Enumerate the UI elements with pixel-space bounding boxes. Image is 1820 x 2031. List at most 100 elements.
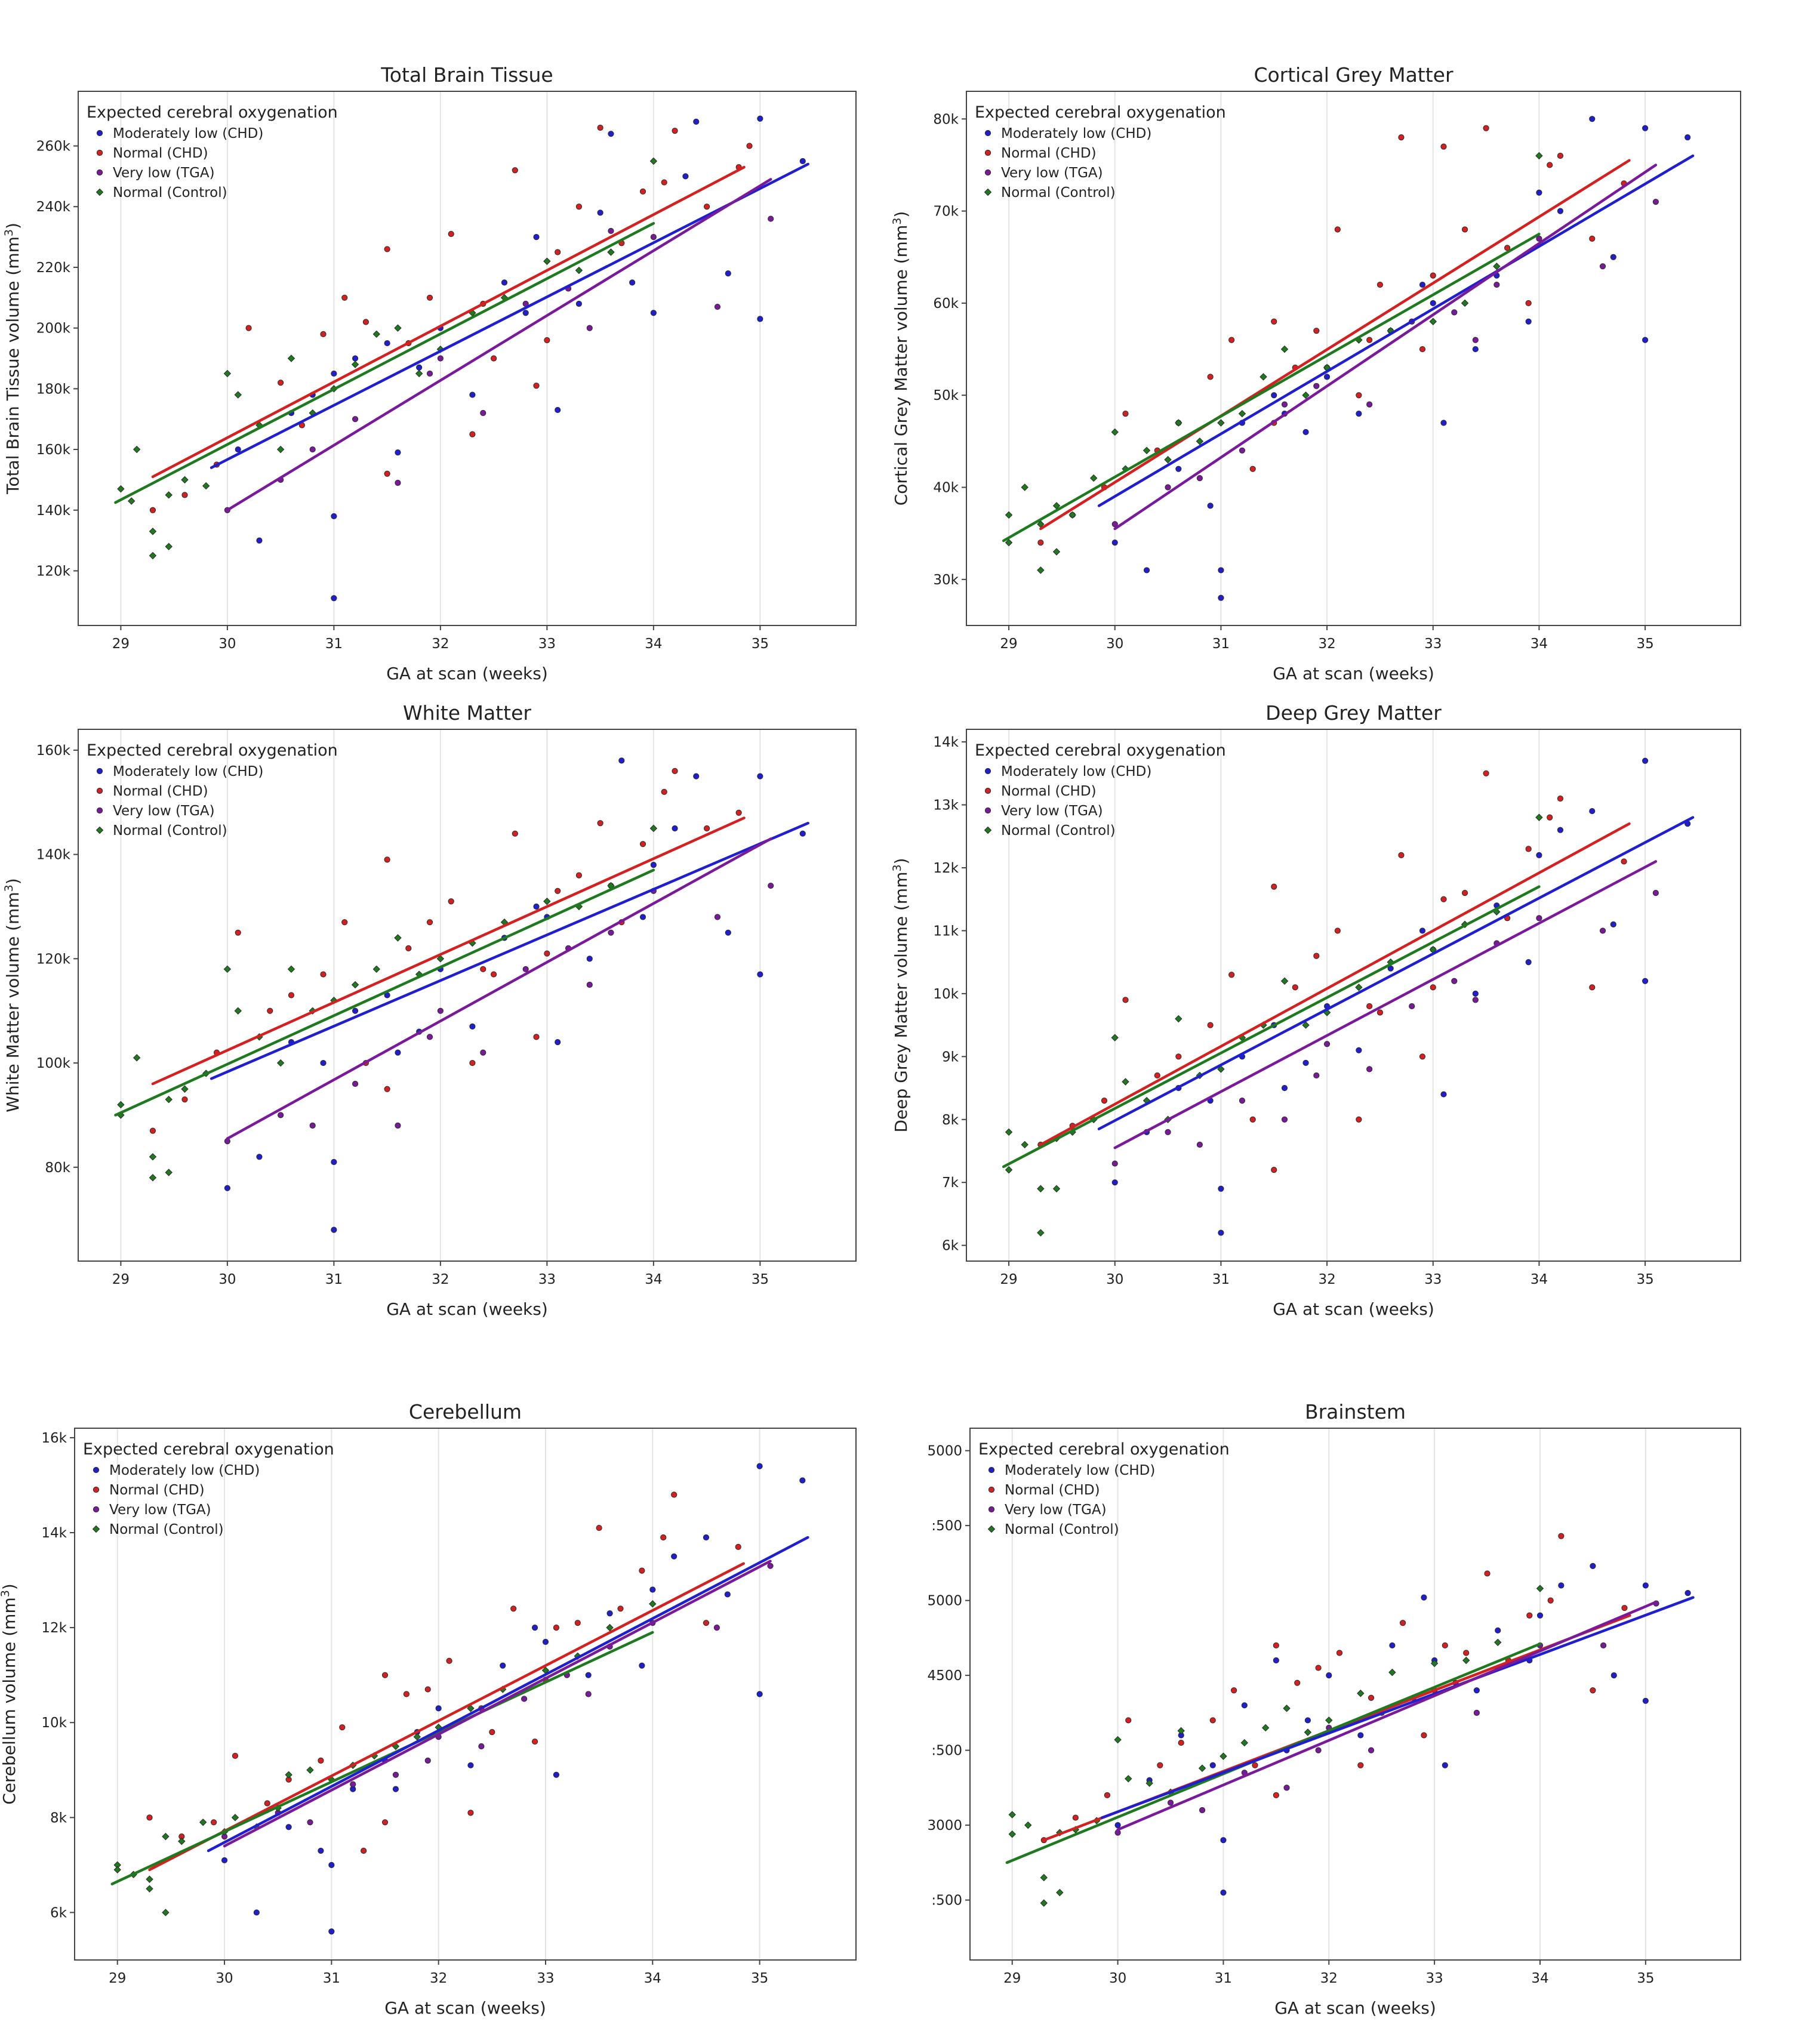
data-point-mod — [1536, 189, 1542, 196]
data-point-norm — [555, 887, 561, 894]
data-point-ctrl — [165, 1169, 173, 1176]
y-tick-label: 30k — [933, 572, 959, 588]
x-tick-label: 29 — [109, 1971, 126, 1986]
data-point-mod — [1218, 567, 1224, 574]
data-point-norm — [735, 1543, 741, 1550]
data-point-norm — [320, 331, 327, 337]
x-tick-label: 30 — [218, 1272, 236, 1287]
data-point-ctrl — [1052, 548, 1061, 556]
legend-title: Expected cerebral oxygenation — [978, 1440, 1230, 1459]
data-point-mod — [1207, 503, 1214, 509]
legend-marker-mod — [988, 1466, 995, 1474]
data-point-mod — [1356, 1047, 1362, 1053]
data-point-mod — [725, 929, 731, 936]
y-tick-label: 120k — [36, 563, 71, 579]
plot-frame — [969, 1428, 1741, 1961]
data-point-ctrl — [1238, 409, 1246, 418]
fit-line-vlow — [226, 837, 772, 1140]
data-point-vlow — [1239, 1098, 1246, 1104]
x-tick-label: 31 — [325, 636, 343, 652]
data-point-norm — [1483, 125, 1489, 131]
chart-title: Cortical Grey Matter — [1254, 63, 1453, 87]
data-point-norm — [264, 1800, 270, 1807]
y-tick-label: 160k — [36, 743, 71, 759]
plot-area — [1002, 116, 1695, 601]
data-point-vlow — [1451, 978, 1458, 984]
data-point-ctrl — [133, 1054, 141, 1062]
data-point-mod — [221, 1857, 228, 1864]
data-point-mod — [1143, 567, 1150, 574]
data-point-ctrl — [1037, 1185, 1045, 1192]
data-point-mod — [1357, 1732, 1364, 1739]
data-point-norm — [320, 971, 327, 978]
data-point-mod — [522, 310, 529, 316]
data-point-mod — [693, 118, 700, 125]
fit-line-vlow — [1113, 164, 1658, 531]
data-point-ctrl — [133, 445, 141, 454]
data-point-norm — [1419, 346, 1426, 353]
data-point-mod — [1419, 281, 1426, 288]
data-point-mod — [1111, 1179, 1118, 1186]
data-point-norm — [1104, 1792, 1111, 1799]
x-tick-label: 30 — [1106, 636, 1123, 652]
data-point-norm — [1547, 1597, 1554, 1604]
x-tick-label: 35 — [1636, 1272, 1653, 1287]
fit-line-mod — [210, 162, 809, 469]
data-point-mod — [1175, 466, 1182, 472]
data-point-norm — [617, 1605, 624, 1612]
data-point-norm — [661, 788, 667, 795]
data-point-ctrl — [413, 1733, 421, 1741]
data-point-ctrl — [1302, 1021, 1310, 1029]
data-point-ctrl — [607, 248, 615, 256]
data-point-ctrl — [1494, 1638, 1502, 1647]
y-tick-label: 8k — [942, 1112, 959, 1128]
chart-panel-1: 29 30 31 32 33 34 35 120k 140k 160k 180k 200k 220k 24… — [2, 63, 857, 683]
data-point-mod — [416, 364, 423, 371]
data-point-ctrl — [1217, 419, 1225, 427]
data-point-norm — [1461, 890, 1468, 896]
data-point-ctrl — [1122, 1078, 1129, 1086]
data-point-ctrl — [1037, 1229, 1045, 1237]
data-point-norm — [1557, 795, 1564, 802]
data-point-ctrl — [575, 266, 583, 275]
chart-title: Deep Grey Matter — [1265, 701, 1442, 725]
data-point-ctrl — [1462, 1656, 1470, 1665]
legend-item-ctrl: Normal (Control) — [1001, 823, 1116, 839]
legend-marker-ctrl — [92, 1525, 100, 1533]
data-point-norm — [555, 249, 561, 255]
data-point-mod — [629, 279, 636, 286]
data-point-ctrl — [1005, 511, 1013, 519]
data-point-ctrl — [1388, 1668, 1396, 1676]
data-point-mod — [256, 537, 263, 544]
data-point-norm — [1440, 143, 1447, 150]
y-tick-label: :500 — [931, 1743, 962, 1759]
data-point-norm — [318, 1757, 324, 1764]
y-tick-label: 12k — [933, 861, 959, 876]
x-tick-label: 31 — [1215, 1971, 1232, 1986]
data-point-vlow — [1536, 235, 1542, 242]
data-point-norm — [341, 919, 348, 926]
data-point-norm — [1209, 1717, 1216, 1724]
legend-item-ctrl: Normal (Control) — [113, 185, 227, 201]
data-point-ctrl — [1052, 1185, 1061, 1192]
y-tick-label: 140k — [36, 503, 71, 519]
x-tick-label: 29 — [1000, 1272, 1017, 1287]
x-tick-label: 33 — [1424, 1272, 1442, 1287]
data-point-ctrl — [1024, 1821, 1032, 1829]
data-point-ctrl — [1068, 511, 1076, 519]
y-tick-label: 5000 — [927, 1444, 962, 1459]
y-tick-label: :500 — [931, 1893, 962, 1909]
data-point-ctrl — [1177, 1727, 1185, 1735]
data-point-mod — [1440, 1091, 1447, 1098]
y-tick-label: 13k — [933, 798, 959, 813]
fit-line-norm — [151, 816, 746, 1086]
data-point-mod — [1442, 1762, 1448, 1768]
data-point-norm — [704, 204, 710, 210]
data-point-norm — [1376, 1009, 1384, 1016]
data-point-mod — [650, 862, 657, 868]
data-point-ctrl — [234, 391, 242, 399]
y-tick-label: 4500 — [927, 1668, 962, 1684]
data-point-mod — [384, 340, 390, 347]
legend: Expected cerebral oxygenation Moderately … — [975, 741, 1226, 839]
y-tick-label: 50k — [933, 388, 959, 403]
